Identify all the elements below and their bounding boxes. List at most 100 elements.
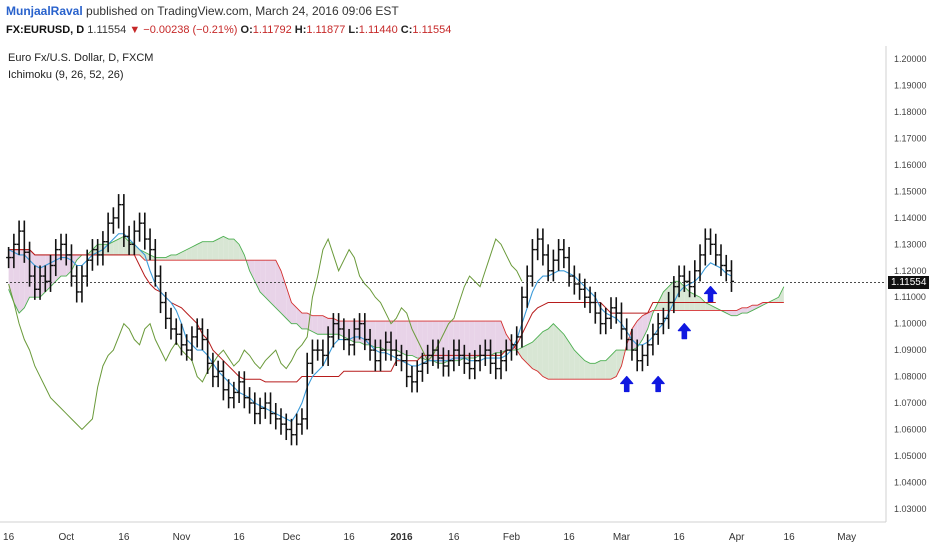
cloud-segment	[165, 254, 171, 261]
arrow-up-icon	[651, 375, 665, 393]
x-tick-label: 16	[784, 532, 796, 543]
cloud-segment	[579, 355, 585, 380]
cloud-segment	[97, 244, 103, 255]
x-tick-label: 16	[344, 532, 356, 543]
cloud-segment	[642, 313, 648, 340]
cloud-segment	[584, 360, 591, 380]
high-value: 1.11877	[306, 24, 346, 36]
cloud-segment	[265, 260, 271, 303]
y-tick-label: 1.12000	[894, 266, 927, 276]
cloud-segment	[333, 318, 339, 335]
cloud-segment	[171, 254, 177, 261]
cloud-segment	[548, 323, 554, 380]
cloud-segment	[24, 249, 30, 308]
cloud-segment	[689, 291, 695, 311]
cloud-segment	[286, 286, 292, 324]
close-value: 1.11554	[412, 24, 452, 36]
cloud-segment	[600, 360, 606, 380]
cloud-segment	[411, 321, 418, 359]
y-tick-label: 1.17000	[894, 134, 927, 144]
header-bar: MunjaalRaval published on TradingView.co…	[0, 0, 932, 46]
x-tick-label: Dec	[283, 532, 301, 543]
cloud-segment	[322, 315, 329, 335]
cloud-segment	[176, 252, 182, 261]
last-price-tag: 1.11554	[888, 275, 930, 289]
x-tick-label: Nov	[173, 532, 191, 543]
cloud-segment	[741, 307, 748, 314]
cloud-segment	[537, 331, 543, 377]
cloud-segment	[260, 260, 266, 298]
cloud-segment	[464, 321, 470, 359]
cloud-segment	[123, 236, 130, 255]
price-chart[interactable]: 1.20000 1.19000 1.18000 1.17000 1.16000 1.150…	[0, 46, 932, 550]
cloud-segment	[317, 315, 323, 335]
cloud-segment	[254, 260, 261, 292]
cloud-segment	[92, 244, 98, 255]
cloud-segment	[663, 286, 669, 311]
last-price: 1.11554	[87, 24, 127, 36]
indicator-label[interactable]: Ichimoku (9, 26, 52, 26)	[8, 69, 124, 81]
cloud-segment	[212, 239, 219, 261]
x-tick-label: 16	[448, 532, 460, 543]
cloud-segment	[249, 260, 255, 282]
cloud-segment	[490, 321, 496, 356]
cloud-segment	[521, 344, 528, 364]
cloud-segment	[684, 286, 690, 311]
x-tick-label: Oct	[58, 532, 74, 543]
cloud-segment	[160, 257, 166, 261]
cloud-segment	[19, 249, 25, 314]
cloud-segment	[480, 321, 486, 356]
close-label: C:	[400, 24, 413, 36]
x-tick-label: 16	[118, 532, 130, 543]
cloud-segment	[474, 321, 481, 359]
cloud-segment	[218, 236, 224, 261]
y-tick-label: 1.04000	[894, 477, 927, 487]
symbol-label[interactable]: FX:EURUSD, D	[6, 24, 85, 36]
cloud-segment	[527, 342, 533, 369]
arrow-up-icon	[677, 323, 691, 340]
cloud-segment	[202, 241, 208, 261]
cloud-segment	[542, 328, 549, 380]
y-tick-label: 1.09000	[894, 345, 927, 355]
y-tick-label: 1.03000	[894, 504, 927, 514]
cloud-segment	[228, 239, 234, 261]
cloud-segment	[438, 321, 444, 364]
cloud-segment	[616, 350, 622, 377]
y-tick-label: 1.11000	[894, 292, 926, 302]
x-tick-label: 16	[3, 532, 15, 543]
x-tick-label: May	[837, 532, 856, 543]
cloud-segment	[207, 241, 213, 261]
cloud-segment	[595, 360, 601, 380]
cloud-segment	[50, 254, 56, 287]
cloud-segment	[569, 342, 575, 380]
low-label: L:	[348, 24, 359, 36]
y-tick-label: 1.20000	[894, 54, 927, 64]
cloud-segment	[406, 321, 412, 356]
chart-area[interactable]: 1.20000 1.19000 1.18000 1.17000 1.16000 1.150…	[0, 46, 932, 550]
y-tick-label: 1.13000	[894, 239, 927, 249]
y-tick-label: 1.18000	[894, 107, 927, 117]
cloud-segment	[574, 350, 580, 380]
cloud-segment	[191, 244, 198, 261]
cloud-segment	[658, 291, 664, 311]
cloud-segment	[469, 321, 475, 359]
cloud-segment	[673, 281, 680, 311]
cloud-segment	[710, 305, 716, 311]
cloud-segment	[186, 246, 192, 261]
cloud-segment	[417, 321, 423, 359]
cloud-segment	[66, 254, 72, 277]
cloud-segment	[700, 297, 706, 311]
cloud-segment	[155, 257, 161, 261]
y-tick-label: 1.06000	[894, 424, 927, 434]
cloud-segment	[270, 260, 276, 308]
x-tick-label: Mar	[613, 532, 631, 543]
cloud-segment	[726, 310, 732, 316]
cloud-segment	[275, 260, 281, 314]
cloud-segment	[349, 321, 355, 343]
cloud-segment	[605, 355, 611, 380]
author-link[interactable]: MunjaalRaval	[6, 4, 83, 18]
cloud-segment	[558, 328, 564, 380]
cloud-segment	[102, 244, 109, 255]
cloud-segment	[563, 334, 570, 380]
chart-legend: Euro Fx/U.S. Dollar, D, FXCM Ichimoku (9…	[8, 52, 153, 86]
